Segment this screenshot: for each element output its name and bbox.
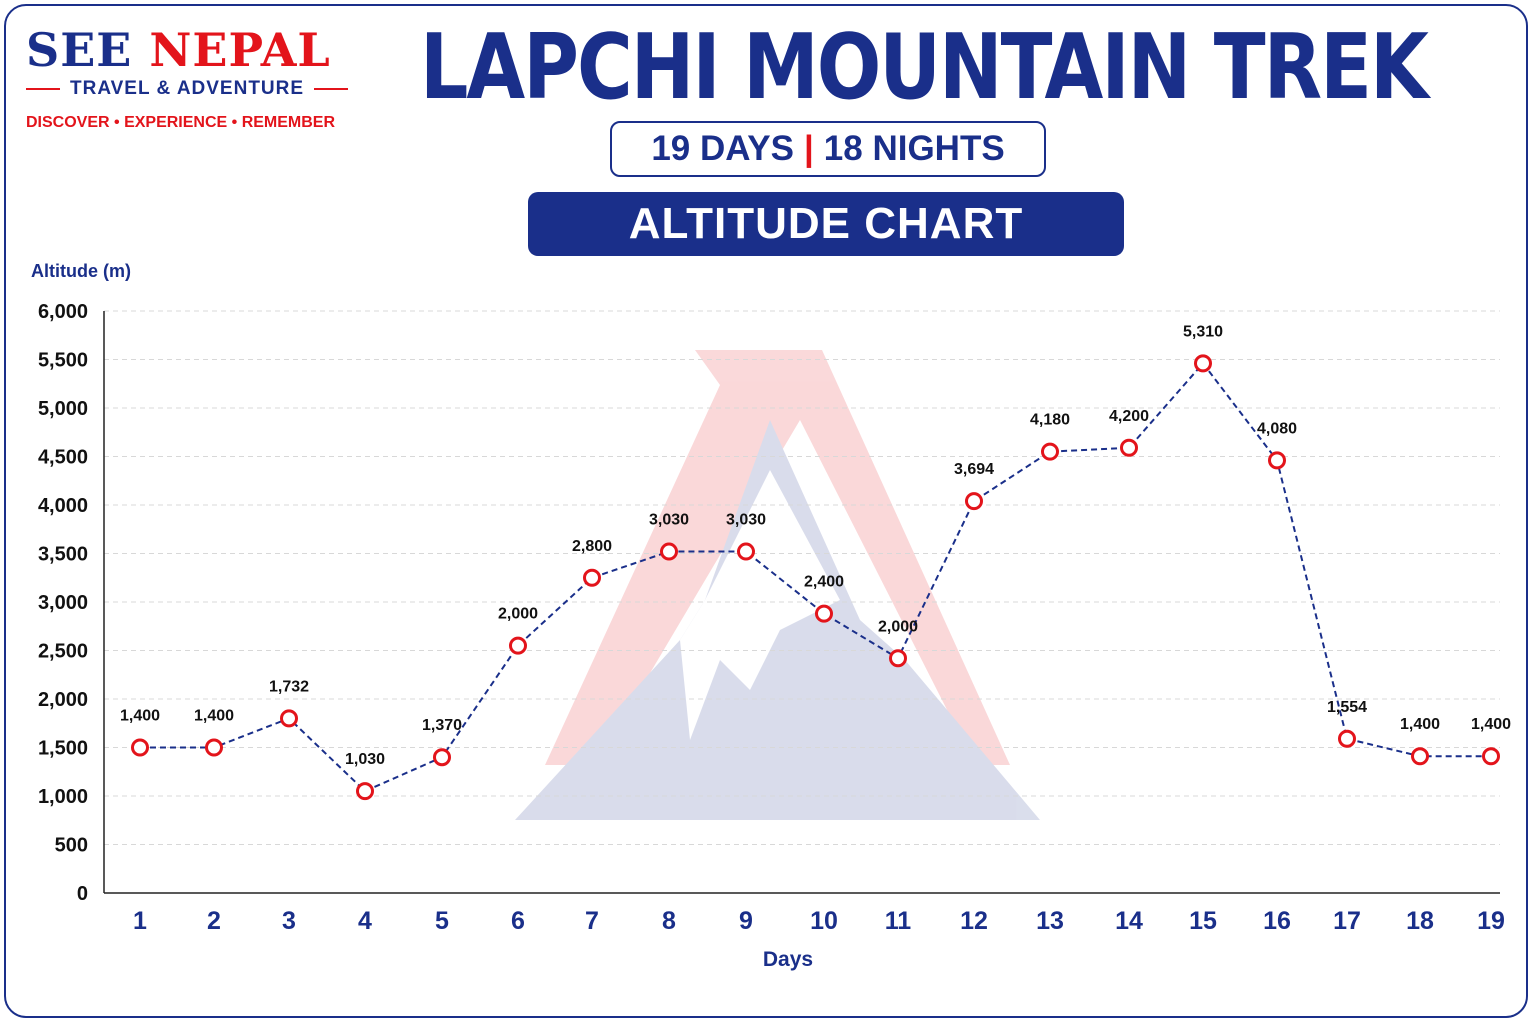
y-tick-label: 6,000 — [38, 301, 88, 323]
y-tick-label: 3,500 — [38, 544, 88, 566]
data-point — [131, 738, 149, 757]
brand-name: SEE NEPAL — [26, 22, 386, 78]
y-tick-label: 500 — [55, 835, 88, 857]
duration-days: 19 DAYS — [651, 129, 794, 168]
data-label: 1,732 — [269, 678, 309, 695]
data-point — [660, 542, 678, 561]
x-tick-label: 5 — [435, 907, 449, 935]
data-label: 4,200 — [1109, 408, 1149, 425]
data-label: 1,370 — [422, 717, 462, 734]
data-label: 4,080 — [1257, 420, 1297, 437]
data-point — [965, 492, 983, 511]
y-axis-title: Altitude (m) — [31, 261, 131, 281]
x-tick-label: 13 — [1036, 907, 1064, 935]
data-point — [1268, 451, 1286, 470]
data-point — [280, 709, 298, 728]
x-tick-label: 4 — [358, 907, 372, 935]
x-tick-label: 12 — [960, 907, 988, 935]
x-tick-label: 18 — [1406, 907, 1434, 935]
grid-lines — [104, 310, 1500, 845]
x-tick-label: 2 — [207, 907, 221, 935]
y-tick-label: 5,000 — [38, 398, 88, 420]
x-tick-label: 17 — [1333, 907, 1361, 935]
y-tick-label: 4,000 — [38, 495, 88, 517]
subtitle-rule-right — [314, 88, 349, 90]
y-tick-label: 1,500 — [38, 738, 88, 760]
y-tick-label: 3,000 — [38, 592, 88, 614]
data-label: 2,000 — [498, 606, 538, 623]
data-point — [509, 636, 527, 655]
data-point — [583, 568, 601, 587]
y-tick-label: 0 — [77, 883, 88, 905]
y-tick-label: 2,000 — [38, 689, 88, 711]
y-tick-labels: 0 500 1,000 1,500 2,000 2,500 3,000 3,500 4,000 4… — [38, 301, 88, 905]
data-point — [205, 738, 223, 757]
data-label: 1,400 — [1400, 716, 1440, 733]
data-label: 1,554 — [1327, 699, 1367, 716]
x-tick-label: 3 — [282, 907, 296, 935]
data-label: 1,400 — [1471, 716, 1511, 733]
x-tick-label: 7 — [585, 907, 599, 935]
duration-nights: 18 NIGHTS — [823, 129, 1005, 168]
y-tick-label: 5,500 — [38, 350, 88, 372]
x-tick-label: 15 — [1189, 907, 1217, 935]
mountain-watermark — [515, 350, 1040, 820]
data-point — [1482, 747, 1500, 766]
y-tick-label: 2,500 — [38, 641, 88, 663]
data-label: 3,030 — [649, 512, 689, 529]
x-tick-label: 19 — [1477, 907, 1505, 935]
chart-label-banner: ALTITUDE CHART — [528, 192, 1124, 256]
brand-tagline: DISCOVER • EXPERIENCE • REMEMBER — [26, 114, 336, 131]
data-label: 1,400 — [194, 708, 234, 725]
x-tick-label: 10 — [810, 907, 838, 935]
outer-frame — [4, 4, 1528, 1018]
x-axis-title: Days — [763, 948, 813, 971]
data-label: 1,030 — [345, 751, 385, 768]
data-point — [1194, 354, 1212, 373]
data-point — [433, 748, 451, 767]
x-tick-label: 6 — [511, 907, 525, 935]
brand-subtitle: TRAVEL & ADVENTURE — [70, 78, 305, 99]
data-labels: 1,400 1,400 1,732 1,030 1,370 2,000 2,800 3,030… — [120, 323, 1511, 768]
y-tick-label: 4,500 — [38, 447, 88, 469]
brand-subtitle-row: TRAVEL & ADVENTURE — [26, 78, 386, 100]
x-tick-label: 9 — [739, 907, 753, 935]
watermark-snow — [680, 470, 840, 740]
data-label: 2,800 — [572, 538, 612, 555]
data-label: 1,400 — [120, 708, 160, 725]
brand-name-part1: SEE — [26, 23, 133, 77]
data-point — [889, 649, 907, 668]
duration-badge: 19 DAYS | 18 NIGHTS — [610, 121, 1046, 177]
data-label: 5,310 — [1183, 323, 1223, 340]
data-point — [1411, 747, 1429, 766]
data-point — [815, 604, 833, 623]
x-tick-label: 16 — [1263, 907, 1291, 935]
watermark-navy-mountain — [515, 420, 1040, 820]
watermark-red-peak — [545, 350, 1010, 765]
y-tick-label: 1,000 — [38, 786, 88, 808]
brand-logo: SEE NEPAL TRAVEL & ADVENTURE DISCOVER • … — [26, 22, 386, 132]
data-point — [1041, 442, 1059, 461]
data-point — [1120, 438, 1138, 457]
data-point — [356, 782, 374, 801]
x-tick-label: 11 — [885, 907, 912, 935]
x-tick-label: 14 — [1115, 907, 1143, 935]
duration-separator: | — [804, 129, 814, 168]
axes — [103, 311, 1500, 894]
data-point — [737, 542, 755, 561]
data-point — [1338, 729, 1356, 748]
data-label: 2,000 — [878, 618, 918, 635]
data-label: 4,180 — [1030, 412, 1070, 429]
brand-name-part2: NEPAL — [149, 23, 331, 77]
data-label: 3,694 — [954, 461, 994, 478]
data-points — [131, 354, 1500, 801]
x-tick-label: 1 — [133, 907, 147, 935]
x-tick-label: 8 — [662, 907, 676, 935]
x-tick-labels: 1 2 3 4 5 6 7 8 9 10 11 12 13 14 15 16 17 18 19 — [133, 907, 1505, 935]
data-label: 3,030 — [726, 512, 766, 529]
page-title: LAPCHI MOUNTAIN TREK — [420, 14, 1429, 120]
subtitle-rule-left — [26, 88, 60, 90]
data-label: 2,400 — [804, 574, 844, 591]
